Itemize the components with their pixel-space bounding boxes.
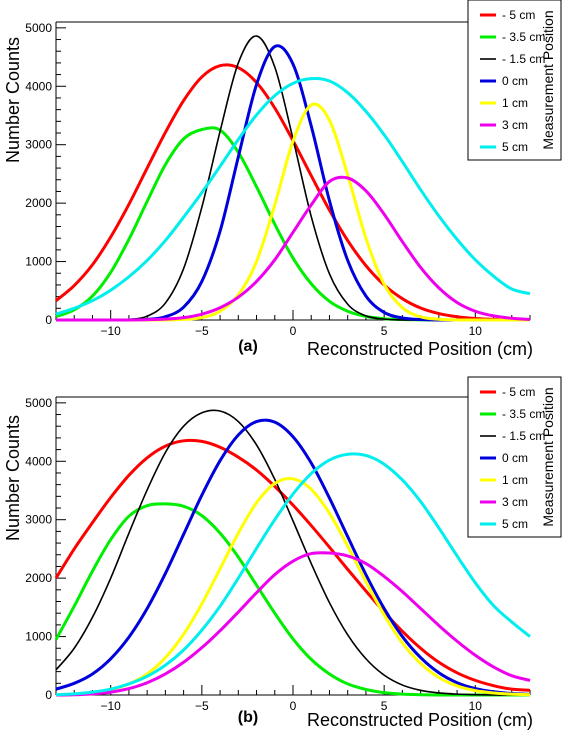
legend-label: - 1.5 cm [502, 429, 545, 443]
y-tick-label: 2000 [25, 571, 52, 585]
x-tick-label: −5 [195, 324, 209, 338]
x-tick-label: 0 [290, 324, 297, 338]
legend-label: - 3.5 cm [502, 30, 545, 44]
legend-label: 5 cm [502, 517, 528, 531]
panel-label: (b) [238, 709, 258, 726]
series-line [55, 551, 531, 697]
legend-label: 3 cm [502, 118, 528, 132]
legend-label: - 5 cm [502, 8, 535, 22]
legend: - 5 cm - 3.5 cm - 1.5 cm 0 cm 1 cm 3 cm 5 cm Me… [467, 376, 562, 538]
y-tick-label: 4000 [25, 454, 52, 468]
y-tick-label: 1000 [25, 630, 52, 644]
x-tick-label: 5 [381, 699, 388, 713]
y-tick-label: 3000 [25, 513, 52, 527]
legend-label: 0 cm [502, 74, 528, 88]
legend-label: 0 cm [502, 451, 528, 465]
y-tick-label: 0 [45, 313, 52, 327]
series-line [55, 77, 531, 316]
x-tick-label: 5 [381, 324, 388, 338]
y-tick-label: 5000 [25, 396, 52, 410]
y-tick-label: 2000 [25, 196, 52, 210]
x-tick-label: −5 [195, 699, 209, 713]
series-line [55, 452, 531, 697]
y-tick-label: 4000 [25, 79, 52, 93]
legend-label: - 1.5 cm [502, 52, 545, 66]
legend-title: Measurement Position [540, 10, 556, 149]
series-line [55, 175, 531, 322]
series-line [55, 418, 531, 696]
legend-label: 3 cm [502, 495, 528, 509]
x-tick-label: 0 [290, 699, 297, 713]
x-axis-title: Reconstructed Position (cm) [307, 710, 533, 730]
legend-label: - 5 cm [502, 385, 535, 399]
y-axis-title: Number Counts [3, 415, 23, 541]
y-tick-label: 1000 [25, 255, 52, 269]
legend: - 5 cm - 3.5 cm - 1.5 cm 0 cm 1 cm 3 cm 5 cm Me… [467, 0, 562, 161]
series-line [55, 126, 530, 322]
y-tick-label: 3000 [25, 138, 52, 152]
series-line [54, 502, 530, 697]
legend-label: 1 cm [502, 96, 528, 110]
legend-label: 1 cm [502, 473, 528, 487]
x-tick-label: −10 [101, 699, 122, 713]
chart-panel-a: 0 1000 2000 3000 4000 5000 −10 −5 0 5 10Reconstruc… [3, 0, 562, 359]
series-line [55, 477, 531, 697]
legend-title: Measurement Position [540, 387, 556, 526]
x-tick-label: 10 [469, 324, 483, 338]
chart-panel-b: 0 1000 2000 3000 4000 5000 −10 −5 0 5 10Reconstruc… [3, 376, 562, 730]
legend-label: - 3.5 cm [502, 407, 545, 421]
y-tick-label: 0 [45, 688, 52, 702]
x-tick-label: −10 [101, 324, 122, 338]
series-line [55, 409, 530, 696]
y-tick-label: 5000 [25, 21, 52, 35]
y-axis-title: Number Counts [3, 37, 23, 163]
legend-label: 5 cm [502, 140, 528, 154]
x-axis-title: Reconstructed Position (cm) [307, 339, 533, 359]
panel-label: (a) [238, 338, 258, 355]
x-tick-label: 10 [469, 699, 483, 713]
series-line [54, 438, 531, 692]
series-line [55, 63, 531, 322]
